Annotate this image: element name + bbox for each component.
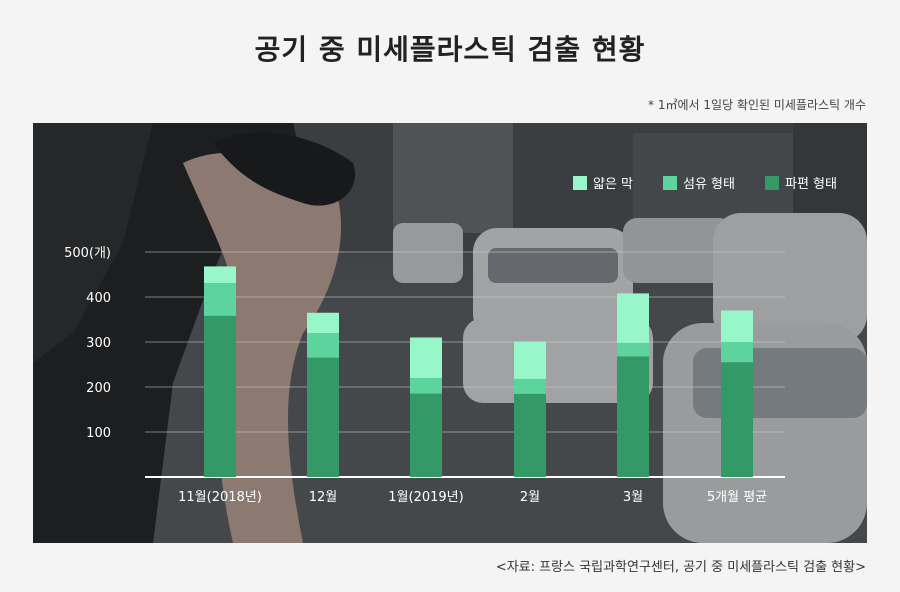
legend-swatch — [663, 176, 677, 190]
x-tick-label: 11월(2018년) — [178, 490, 262, 505]
y-tick-label: 100 — [86, 426, 111, 441]
bar-segment — [410, 337, 442, 378]
bar-segment — [204, 266, 236, 284]
legend-label: 얇은 막 — [593, 177, 633, 192]
x-tick-label: 2월 — [520, 490, 540, 505]
bar-segment — [617, 342, 649, 357]
bar-segment — [617, 356, 649, 477]
bar-segment — [307, 333, 339, 358]
bar-segment — [721, 310, 753, 342]
bar-segment — [410, 393, 442, 477]
y-tick-label: 400 — [86, 291, 111, 306]
unit-note: * 1㎡에서 1일당 확인된 미세플라스틱 개수 — [648, 98, 866, 112]
legend-label: 섬유 형태 — [683, 177, 735, 192]
bar-segment — [514, 341, 546, 379]
y-axis-label: 500(개) — [64, 246, 111, 261]
x-tick-label: 5개월 평균 — [707, 490, 767, 505]
y-tick-label: 200 — [86, 381, 111, 396]
legend-swatch — [765, 176, 779, 190]
bar-segment — [617, 293, 649, 343]
bar-segment — [514, 393, 546, 477]
legend-label: 파편 형태 — [785, 177, 837, 192]
bar-segment — [410, 378, 442, 394]
stacked-bar-chart: 100 200 300 400 500(개) 11월(2018년) 12월 1월(2019년)… — [64, 176, 837, 505]
x-tick-label: 12월 — [309, 490, 338, 505]
bar-segment — [204, 283, 236, 316]
y-tick-label: 300 — [86, 336, 111, 351]
bar-segment — [307, 357, 339, 477]
bar-segment — [514, 378, 546, 394]
x-tick-label: 3월 — [623, 490, 643, 505]
bar-segment — [721, 362, 753, 477]
chart-title: 공기 중 미세플라스틱 검출 현황 — [254, 33, 646, 66]
background-photo: 100 200 300 400 500(개) 11월(2018년) 12월 1월(2019년)… — [33, 123, 867, 543]
x-tick-label: 1월(2019년) — [388, 490, 463, 505]
source-credit: <자료: 프랑스 국립과학연구센터, 공기 중 미세플라스틱 검출 현황> — [495, 560, 866, 575]
bar-segment — [307, 312, 339, 333]
bar-segment — [721, 342, 753, 363]
bar-segment — [204, 315, 236, 477]
legend-swatch — [573, 176, 587, 190]
